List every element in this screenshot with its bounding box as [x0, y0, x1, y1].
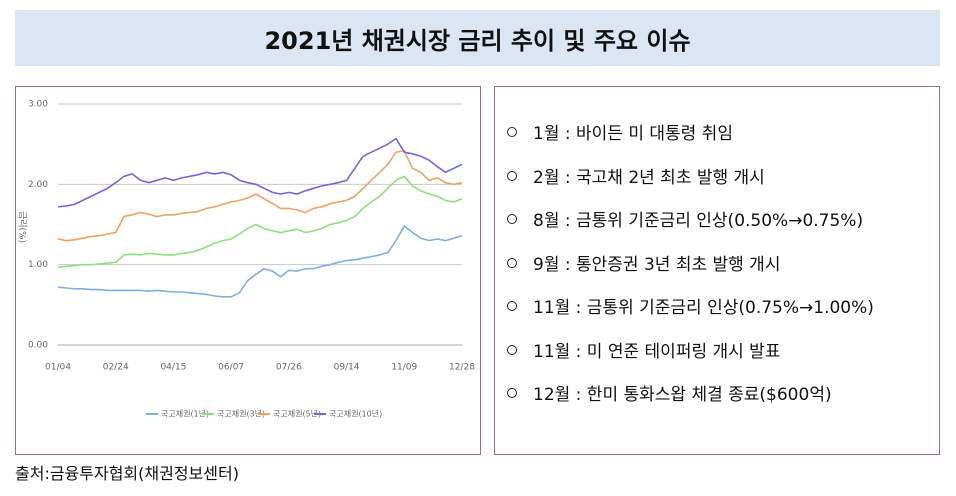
legend-label: 국고채권(1년)	[161, 409, 209, 419]
issue-item: 1월 : 바이든 미 대통령 취임	[507, 119, 939, 163]
x-tick-label: 06/07	[218, 363, 244, 373]
x-tick-label: 11/09	[391, 363, 417, 373]
chart-box: 금리(%) 0.00 1.00 2.00 3.00 01/04 02/24 04/15 06/0…	[15, 86, 481, 455]
series-line	[57, 137, 463, 208]
x-tick-label: 02/24	[103, 363, 129, 373]
y-tick-label: 2.00	[28, 180, 48, 190]
issue-item: 2월 : 국고채 2년 최초 발행 개시	[507, 163, 939, 207]
legend-label: 국고채권(10년)	[329, 409, 382, 419]
y-tick-label: 3.00	[28, 100, 48, 110]
issue-item: 9월 : 통안증권 3년 최초 발행 개시	[507, 250, 939, 294]
issue-item: 12월 : 한미 통화스왑 체결 종료($600억)	[507, 380, 939, 424]
series-line	[57, 149, 463, 242]
title-banner: 2021년 채권시장 금리 추이 및 주요 이슈	[15, 10, 940, 66]
title: 2021년 채권시장 금리 추이 및 주요 이슈	[264, 26, 691, 55]
issue-box: 1월 : 바이든 미 대통령 취임 2월 : 국고채 2년 최초 발행 개시 8월 …	[494, 86, 940, 455]
issue-item: 11월 : 미 연준 테이퍼링 개시 발표	[507, 337, 939, 381]
chart: 금리(%) 0.00 1.00 2.00 3.00 01/04 02/24 04/15 06/0…	[17, 100, 476, 419]
issue-item: 8월 : 금통위 기준금리 인상(0.50%→0.75%)	[507, 206, 939, 250]
legend-label: 국고채권(3년)	[217, 409, 265, 419]
y-axis-label: 금리(%)	[17, 211, 28, 243]
x-tick-label: 04/15	[160, 363, 186, 373]
source: 출처:금융투자협회(채권정보센터)	[15, 464, 239, 483]
y-tick-label: 0.00	[28, 341, 48, 351]
x-tick-label: 07/26	[276, 363, 302, 373]
x-tick-label: 09/14	[334, 363, 360, 373]
x-tick-label: 01/04	[45, 363, 71, 373]
series-line	[57, 224, 463, 298]
issue-list: 1월 : 바이든 미 대통령 취임 2월 : 국고채 2년 최초 발행 개시 8월 …	[495, 87, 939, 424]
series-line	[57, 175, 463, 268]
y-tick-label: 1.00	[28, 260, 48, 270]
legend-label: 국고채권(5년)	[273, 409, 321, 419]
issue-item: 11월 : 금통위 기준금리 인상(0.75%→1.00%)	[507, 293, 939, 337]
x-tick-label: 12/28	[449, 363, 475, 373]
